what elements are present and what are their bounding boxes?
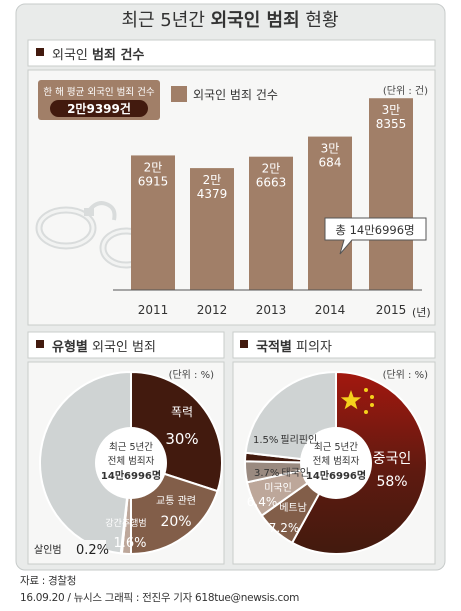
type-label-traffic: 교통 관련: [156, 495, 196, 507]
bar-value-line1: 2만: [262, 162, 281, 176]
handcuffs-icon: [35, 201, 153, 269]
x-tick-label: 2012: [197, 303, 228, 317]
type-value-murder: 0.2%: [76, 543, 109, 558]
nat-label-china: 중국인: [373, 451, 412, 467]
type-section-header: [27, 331, 225, 359]
page-title: 최근 5년간 외국인 범죄 현황: [121, 10, 338, 31]
section-marker: [240, 340, 248, 348]
x-tick-label: 2011: [138, 303, 169, 317]
average-pill: [50, 100, 148, 117]
murder-label-bg: [30, 540, 106, 558]
type-center-line3: 14만6996명: [101, 469, 161, 482]
type-label-assault: 강간추행범: [105, 517, 146, 529]
bar-value-line1: 2만: [203, 173, 222, 187]
type-value-assault: 1.6%: [113, 536, 146, 551]
section-marker: [36, 48, 44, 56]
nat-value-vietnam: 7.2%: [269, 521, 300, 535]
type-value-traffic: 20%: [160, 514, 191, 530]
bar-section-title: 외국인 범죄 건수: [52, 47, 144, 63]
bar-2013: [249, 156, 293, 290]
type-label-murder: 살인범: [34, 544, 62, 556]
x-tick-label: 2015: [376, 303, 407, 317]
type-value-violence: 30%: [165, 430, 198, 448]
year-unit-label: (년): [412, 306, 431, 319]
nat-label-vietnam: 베트남: [279, 502, 307, 514]
china-flag-stars-icon: [340, 388, 374, 414]
average-value: 2만9399건: [67, 101, 131, 116]
x-tick-label: 2013: [256, 303, 287, 317]
type-unit-label: (단위 : %): [169, 368, 215, 381]
type-pie-center: [95, 427, 167, 499]
bar-value-line2: 4379: [197, 187, 228, 201]
nat-value-china: 58%: [376, 474, 407, 490]
bar-value-line2: 6663: [256, 176, 287, 190]
credit-text: 16.09.20 / 뉴시스 그래픽 : 전진우 기자 618tue@newsi…: [20, 592, 300, 604]
bar-unit-label: (단위 : 건): [383, 84, 428, 97]
bar-value-line1: 3만: [321, 142, 340, 156]
bar-2015: [369, 98, 413, 290]
section-marker: [36, 340, 44, 348]
type-center-line1: 최근 5년간: [109, 442, 153, 453]
type-label-violence: 폭력: [171, 405, 193, 419]
nat-center-line1: 최근 5년간: [314, 442, 358, 453]
type-section-title: 유형별 외국인 범죄: [52, 339, 156, 355]
nat-center-line3: 14만6996명: [306, 469, 366, 482]
total-callout-text: 총 14만6996명: [335, 223, 414, 237]
nat-center-line2: 전체 범죄자: [313, 456, 360, 467]
nat-label-philippines: 1.5% 필리핀인: [253, 434, 317, 446]
bar-value-line2: 8355: [376, 117, 407, 131]
nat-pie-center: [300, 427, 372, 499]
nat-value-usa: 6.4%: [247, 495, 278, 509]
bar-value-line1: 3만: [382, 103, 401, 117]
type-center-line2: 전체 범죄자: [108, 456, 155, 467]
bar-value-line2: 684: [319, 156, 342, 170]
average-label: 한 해 평균 외국인 범죄 건수: [43, 86, 154, 98]
bar-2011: [131, 155, 175, 290]
legend-label: 외국인 범죄 건수: [193, 88, 278, 102]
x-tick-label: 2014: [315, 303, 346, 317]
bar-section-header: [27, 39, 436, 67]
bar-2014: [308, 136, 352, 290]
x-tick-labels: 2011 2012 2013 2014 2015: [138, 303, 407, 317]
nat-label-thailand: 3.7% 태국인: [254, 467, 309, 479]
source-text: 자료 : 경찰청: [20, 575, 77, 587]
bar-value-line2: 6915: [138, 174, 169, 188]
total-callout: 총 14만6996명: [324, 217, 427, 255]
nat-section-title: 국적별 피의자: [256, 339, 332, 355]
legend-swatch: [171, 86, 187, 102]
nat-unit-label: (단위 : %): [383, 368, 429, 381]
nat-label-usa: 미국인: [264, 482, 292, 494]
nat-section-header: [232, 331, 436, 359]
bar-2012: [190, 168, 234, 290]
bar-value-line1: 2만: [144, 160, 163, 174]
